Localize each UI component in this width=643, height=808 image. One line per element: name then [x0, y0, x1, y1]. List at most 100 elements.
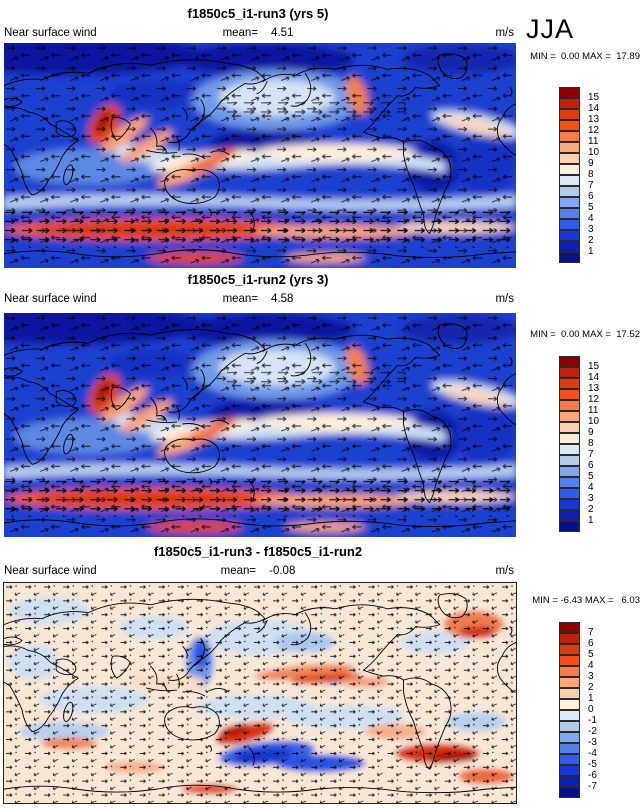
panel3-mean: mean= -0.08 [0, 565, 516, 577]
panel1-mean: mean= 4.51 [0, 27, 516, 39]
colorbar-tick-label: 10 [588, 147, 600, 158]
panel2-wind-map [4, 313, 516, 537]
colorbar-tick-label: 11 [588, 136, 599, 147]
colorbar-segment [559, 499, 580, 510]
panel3-minmax-label: MIN = -6.43 MAX = 6.03 [532, 595, 640, 606]
colorbar-tick-label: 14 [588, 372, 600, 383]
colorbar-segment [559, 521, 580, 532]
panel2-minmax-label: MIN = 0.00 MAX = 17.52 [530, 329, 640, 340]
panel1-wind-map [4, 43, 516, 268]
colorbar-tick-label: 2 [588, 682, 594, 693]
colorbar-segment [559, 488, 580, 499]
panel3-title: f1850c5_i1-run3 - f1850c5_i1-run2 [153, 544, 363, 559]
panel2-label-row: Near surface wind mean= 4.58 m/s [0, 293, 516, 307]
colorbar-tick-label: 5 [588, 649, 594, 660]
panel3-colorbar: 7 6 5 4 3 2 1 0 -1 -2 -3 -4 -5 -6 -7 [559, 622, 597, 798]
colorbar-segment [559, 732, 580, 743]
colorbar-tick-label: 3 [588, 493, 594, 504]
colorbar-segment [559, 633, 580, 644]
colorbar-tick-label: 6 [588, 638, 594, 649]
colorbar-tick-label: 6 [588, 191, 594, 202]
panel3-label-row: Near surface wind mean= -0.08 m/s [0, 565, 516, 579]
colorbar-segment [559, 142, 580, 153]
colorbar-tick-label: 5 [588, 471, 594, 482]
colorbar-segment [559, 219, 580, 230]
colorbar-segment [559, 87, 580, 98]
colorbar-segment [559, 622, 580, 633]
colorbar-tick-label: 7 [588, 449, 594, 460]
colorbar-tick-label: 10 [588, 416, 600, 427]
colorbar-tick-label: 3 [588, 671, 594, 682]
colorbar-segment [559, 131, 580, 142]
colorbar-tick-label: -2 [588, 726, 597, 737]
colorbar-segment [559, 455, 580, 466]
colorbar-tick-label: 3 [588, 224, 594, 235]
colorbar-segment [559, 743, 580, 754]
colorbar-tick-label: 1 [588, 515, 594, 526]
colorbar-segment [559, 666, 580, 677]
colorbar-tick-label: 9 [588, 158, 594, 169]
colorbar-tick-label: 15 [588, 92, 600, 103]
colorbar-tick-label: -4 [588, 748, 597, 759]
colorbar-segment [559, 175, 580, 186]
colorbar-segment [559, 466, 580, 477]
colorbar-segment [559, 389, 580, 400]
colorbar-segment [559, 477, 580, 488]
colorbar-segment [559, 754, 580, 765]
colorbar-segment [559, 787, 580, 798]
colorbar-tick-label: 14 [588, 103, 600, 114]
colorbar-segment [559, 422, 580, 433]
colorbar-segment [559, 98, 580, 109]
colorbar-segment [559, 776, 580, 787]
colorbar-segment [559, 252, 580, 263]
colorbar-tick-label: 12 [588, 125, 600, 136]
panel2-mean-value: 4.58 [271, 293, 294, 305]
colorbar-segment [559, 208, 580, 219]
colorbar-tick-label: 4 [588, 482, 594, 493]
colorbar-tick-label: -1 [588, 715, 597, 726]
colorbar-segment [559, 444, 580, 455]
colorbar-tick-label: 11 [588, 405, 599, 416]
colorbar-tick-label: 5 [588, 202, 594, 213]
colorbar-segment [559, 120, 580, 131]
colorbar-segment [559, 710, 580, 721]
colorbar-segment [559, 378, 580, 389]
colorbar-tick-label: -7 [588, 781, 597, 792]
colorbar-tick-label: 9 [588, 427, 594, 438]
colorbar-tick-label: -5 [588, 759, 597, 770]
colorbar-tick-label: 0 [588, 704, 594, 715]
colorbar-tick-label: 6 [588, 460, 594, 471]
colorbar-tick-label: 1 [588, 246, 594, 257]
panel2-title: f1850c5_i1-run2 (yrs 3) [187, 272, 329, 287]
colorbar-segment [559, 433, 580, 444]
colorbar-segment [559, 367, 580, 378]
colorbar-tick-label: 2 [588, 504, 594, 515]
colorbar-segment [559, 644, 580, 655]
colorbar-tick-label: -3 [588, 737, 597, 748]
panel2-mean-label: mean= [222, 293, 259, 305]
panel3-difference-map [3, 582, 517, 804]
colorbar-tick-label: 12 [588, 394, 600, 405]
colorbar-tick-label: 15 [588, 361, 600, 372]
panel3-mean-label: mean= [220, 565, 257, 577]
colorbar-segment [559, 197, 580, 208]
colorbar-tick-label: 1 [588, 693, 594, 704]
season-label: JJA [526, 14, 575, 44]
colorbar-tick-label: 13 [588, 114, 600, 125]
colorbar-segment [559, 400, 580, 411]
colorbar-tick-label: 13 [588, 383, 600, 394]
colorbar-segment [559, 688, 580, 699]
colorbar-segment [559, 699, 580, 710]
panel2-units-label: m/s [495, 293, 514, 305]
colorbar-segment [559, 153, 580, 164]
colorbar-tick-label: 7 [588, 627, 594, 638]
colorbar-segment [559, 186, 580, 197]
panel3-mean-value: -0.08 [269, 565, 296, 577]
colorbar-segment [559, 765, 580, 776]
colorbar-segment [559, 164, 580, 175]
colorbar-segment [559, 241, 580, 252]
panel3-variable-label: Near surface wind [4, 565, 97, 577]
panel3-units-label: m/s [495, 565, 514, 577]
colorbar-segment [559, 677, 580, 688]
